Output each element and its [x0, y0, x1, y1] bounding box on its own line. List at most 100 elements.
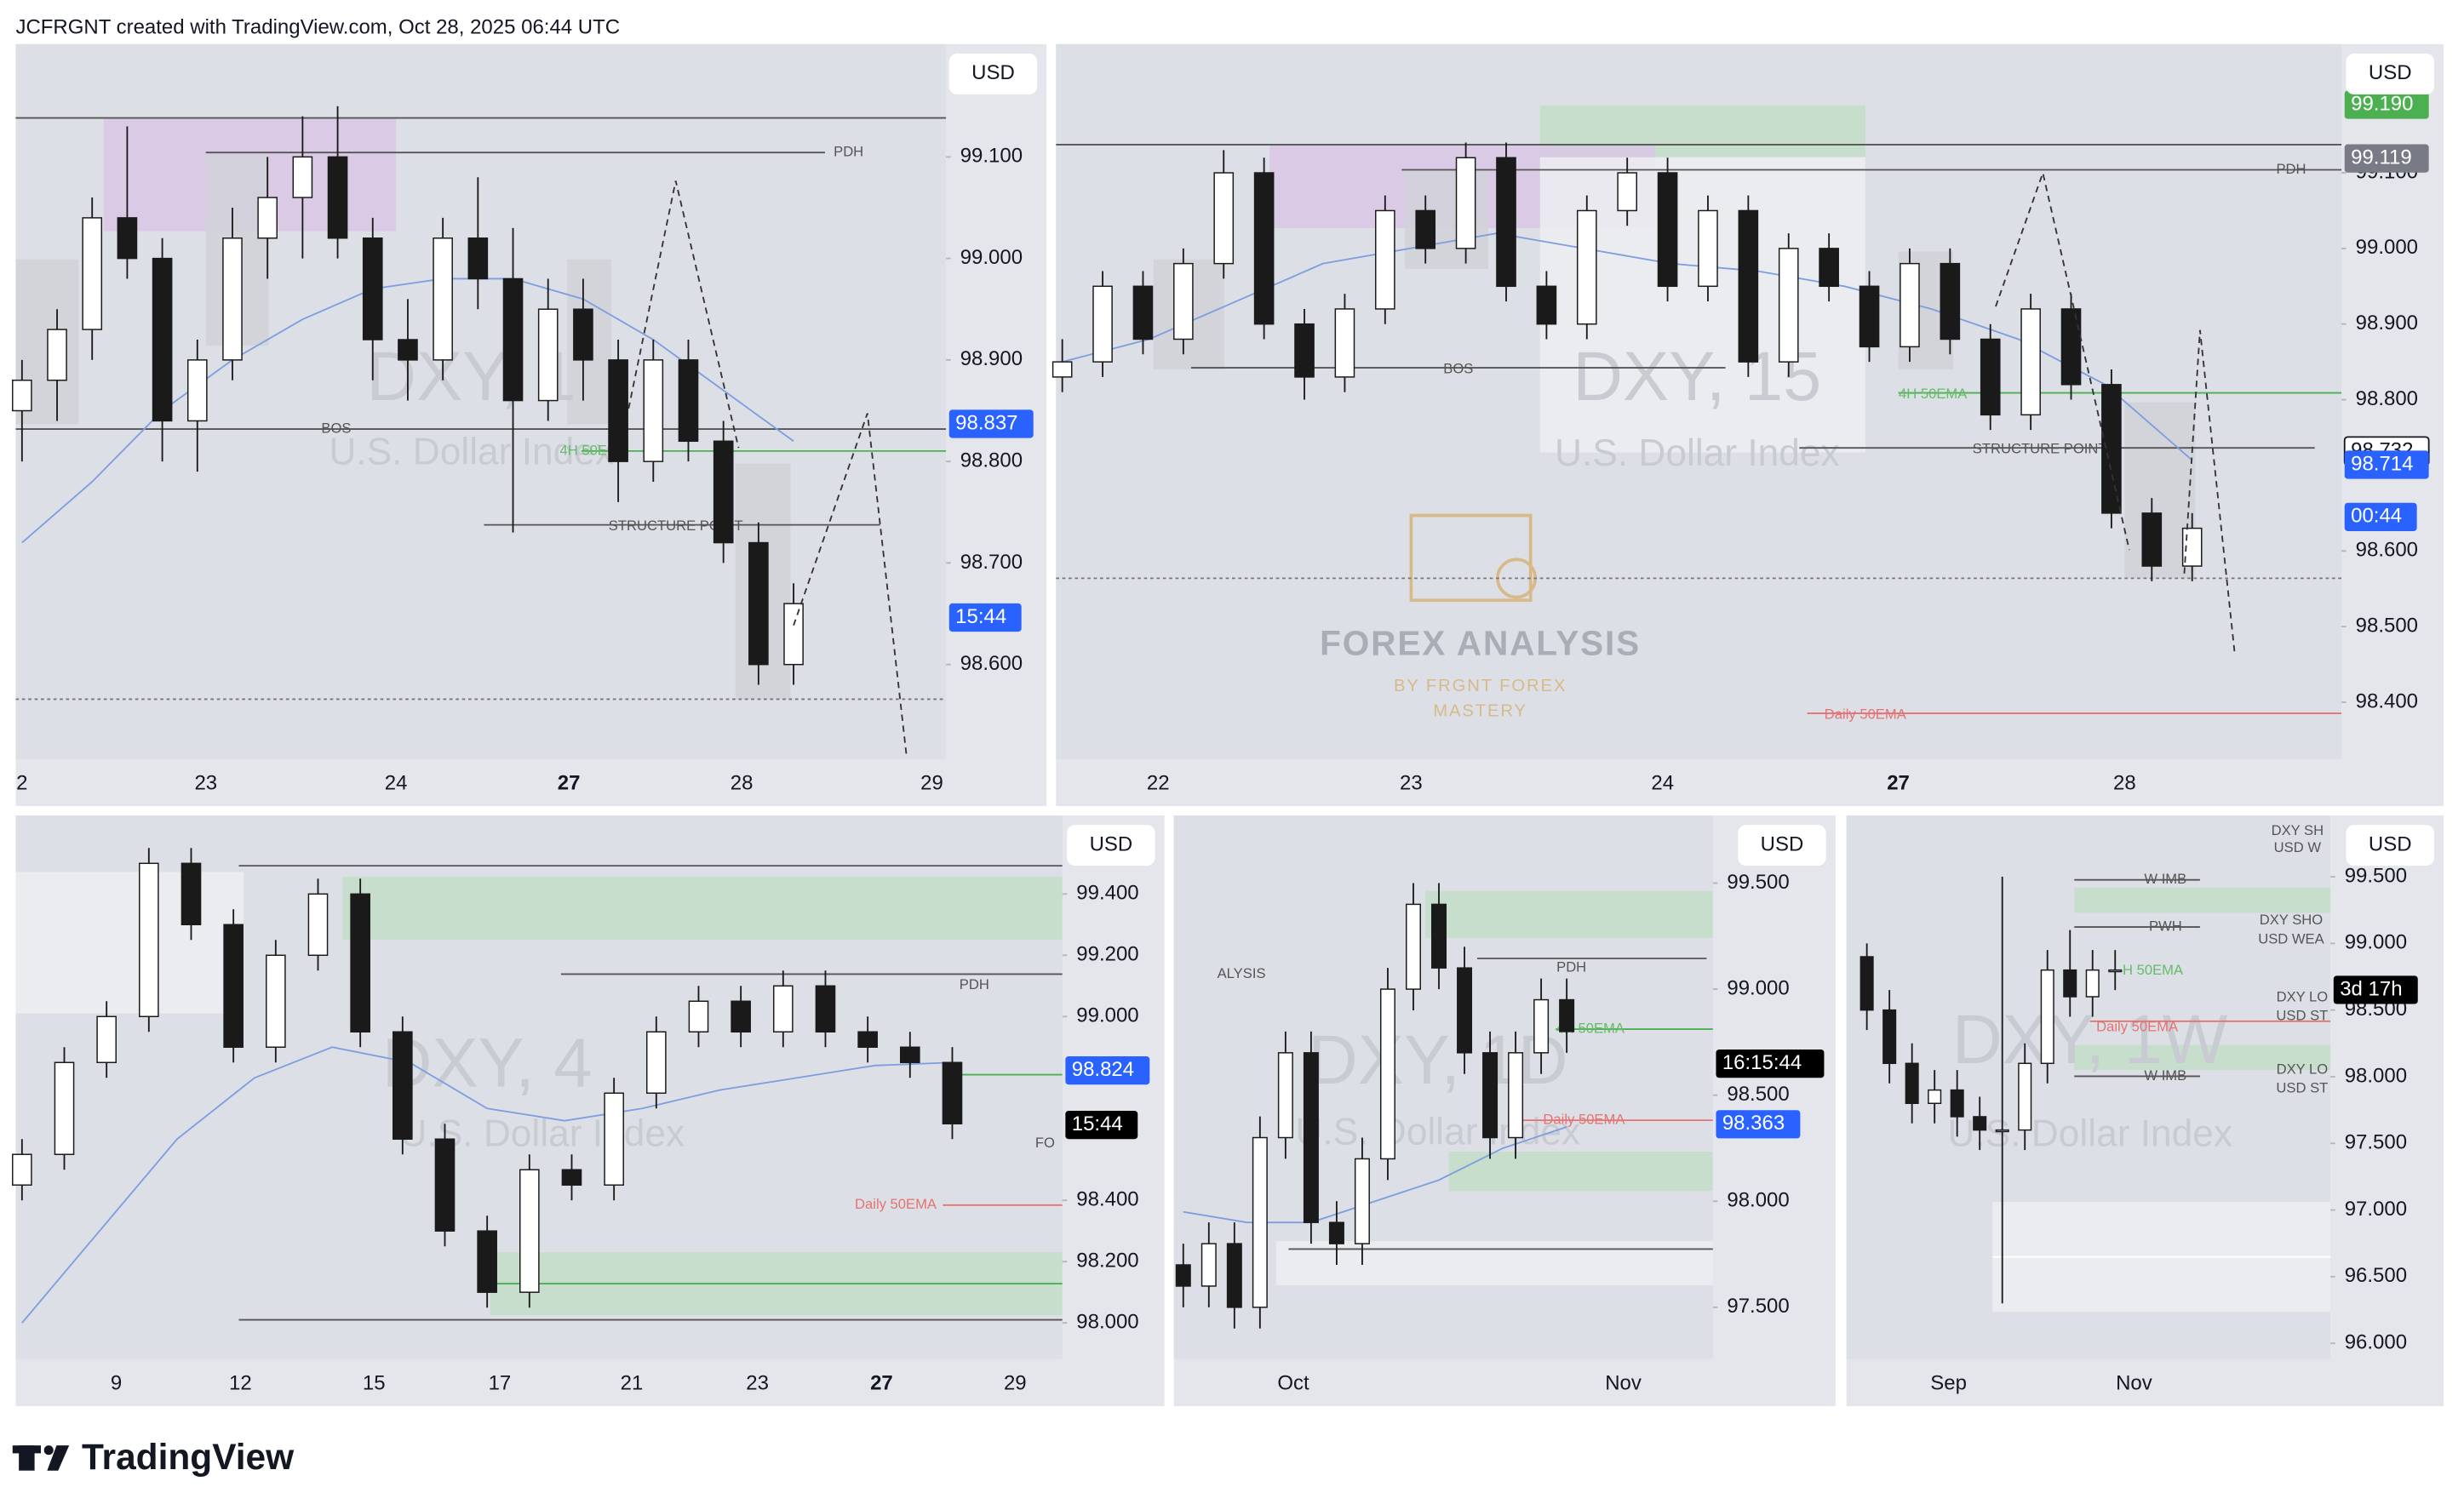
candle-body — [1950, 1089, 1964, 1118]
annotation: DXY LO — [2277, 989, 2329, 1005]
candle-body — [1132, 285, 1154, 340]
annotation: BOS — [321, 420, 351, 436]
candle-body — [537, 308, 559, 402]
price-tag — [2333, 975, 2418, 1004]
candle-body — [186, 359, 208, 422]
candle-body — [2040, 969, 2054, 1065]
x-tick-label: 15 — [363, 1372, 386, 1395]
x-tick-label: 28 — [2113, 771, 2136, 794]
x-tick-label: 27 — [1887, 771, 1910, 794]
currency-label: USD — [1761, 832, 1804, 855]
watermark: U.S. Dollar Index — [329, 431, 614, 472]
y-tick-label: 98.600 — [960, 652, 1023, 675]
ema-line — [1183, 1126, 1567, 1224]
candle-body — [477, 1230, 497, 1293]
candle-body — [1334, 308, 1355, 378]
candle-body — [1698, 209, 1718, 288]
candle-body — [1354, 1158, 1370, 1244]
price-tag — [1065, 1111, 1138, 1140]
candle-body — [643, 359, 664, 462]
currency-box — [948, 53, 1038, 94]
candle-body — [1252, 1136, 1268, 1308]
candle-body — [1900, 262, 1920, 348]
candle-body — [47, 329, 67, 381]
candle-body — [2181, 527, 2203, 567]
candle-body — [1657, 172, 1678, 288]
candle-body — [12, 1153, 32, 1186]
candle-body — [608, 359, 628, 462]
x-tick-label: 17 — [489, 1372, 512, 1395]
candle-body — [688, 1000, 709, 1032]
candle-body — [1226, 1243, 1242, 1308]
y-tick-label: 99.100 — [960, 145, 1023, 168]
y-tick-label: 98.700 — [960, 551, 1023, 574]
annotation: DXY LO — [2277, 1061, 2329, 1077]
logo-text: BY FRGNT FOREX — [1394, 677, 1567, 695]
candle-body — [604, 1092, 624, 1186]
candle-body — [2018, 1062, 2032, 1131]
candle-body — [1375, 209, 1395, 310]
y-tick-label: 97.500 — [2345, 1131, 2407, 1154]
x-tick-label: 21 — [621, 1372, 644, 1395]
currency-box — [1067, 825, 1155, 867]
x-tick-label: 29 — [920, 771, 943, 794]
candle-body — [502, 277, 524, 402]
candle-body — [434, 1138, 456, 1232]
candle-body — [1859, 285, 1880, 348]
price-tag-label: 16:15:44 — [1722, 1051, 1802, 1074]
candle-body — [1973, 1116, 1987, 1131]
x-tick-label: 28 — [731, 771, 754, 794]
annotation: Daily 50EMA — [855, 1196, 937, 1212]
candle-body — [1980, 338, 2001, 416]
candle-body — [2108, 969, 2123, 973]
candle-body — [561, 1169, 582, 1186]
ema-line — [1062, 232, 2193, 461]
price-tag-label: 98.363 — [1722, 1112, 1785, 1135]
candle-body — [783, 603, 804, 666]
price-tag — [1716, 1110, 1801, 1139]
annotation: USD ST — [2276, 1008, 2328, 1024]
currency-label: USD — [2369, 832, 2412, 855]
logo-text: MASTERY — [1433, 702, 1527, 721]
watermark: DXY, 1W — [1952, 1001, 2228, 1078]
candle-body — [1928, 1089, 1942, 1105]
candle-body — [1277, 1052, 1293, 1139]
candle-body — [1882, 1009, 1897, 1065]
candle-body — [1819, 248, 1839, 288]
price-tag-label: 99.190 — [2351, 92, 2413, 115]
y-tick-label: 99.000 — [2356, 236, 2418, 259]
candle-body — [678, 359, 699, 443]
y-tick-label: 98.400 — [1076, 1188, 1138, 1211]
candle-body — [1508, 1052, 1524, 1139]
logo-icon — [1409, 513, 1533, 603]
annotation: PDH — [834, 144, 863, 160]
watermark: DXY, 4 — [382, 1025, 593, 1102]
candle-body — [815, 985, 836, 1032]
x-tick-label: 23 — [194, 771, 217, 794]
candle-body — [398, 339, 418, 361]
annotation: Daily 50EMA — [1543, 1112, 1625, 1128]
y-tick-label: 97.000 — [2345, 1198, 2407, 1221]
candle-body — [1940, 262, 1961, 340]
annotation: FO — [1035, 1135, 1055, 1151]
y-tick-label: 98.800 — [960, 449, 1023, 472]
chart-panel: DXY, 1W U.S. Dollar Index W IMB PWH H 50EMA D… — [1846, 815, 2444, 1407]
candle-body — [899, 1046, 920, 1063]
zone — [1448, 1152, 1713, 1192]
candle-body — [1303, 1052, 1319, 1223]
candle-body — [1175, 1264, 1191, 1287]
candle-body — [748, 541, 769, 666]
candle-body — [1051, 361, 1073, 378]
candle-body — [292, 156, 313, 198]
projection — [627, 180, 908, 758]
zone — [342, 877, 1063, 940]
annotation: PDH — [960, 976, 989, 992]
x-tick-label: 27 — [870, 1372, 893, 1395]
header: JCFRGNT created with TradingView.com, Oc… — [15, 16, 620, 39]
x-tick-label: 9 — [111, 1372, 122, 1395]
watermark: U.S. Dollar Index — [1947, 1112, 2232, 1154]
y-tick-label: 98.800 — [2356, 387, 2418, 410]
